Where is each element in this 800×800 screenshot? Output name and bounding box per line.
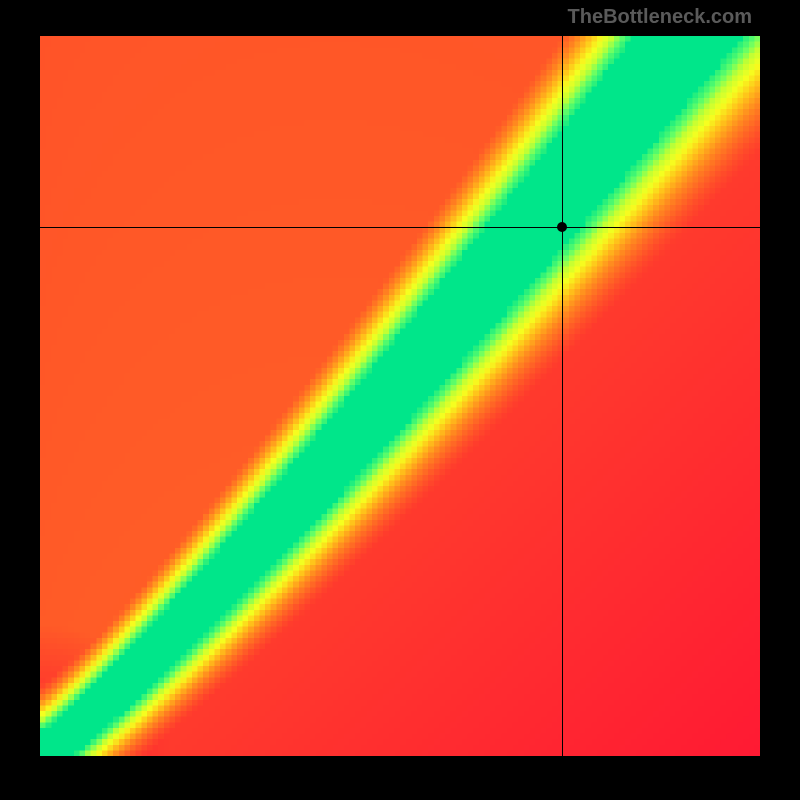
crosshair-marker [557,222,567,232]
crosshair-vertical [562,36,563,756]
crosshair-horizontal [40,227,760,228]
plot-area [40,36,760,756]
watermark-text: TheBottleneck.com [568,6,752,29]
heatmap-canvas [40,36,760,756]
